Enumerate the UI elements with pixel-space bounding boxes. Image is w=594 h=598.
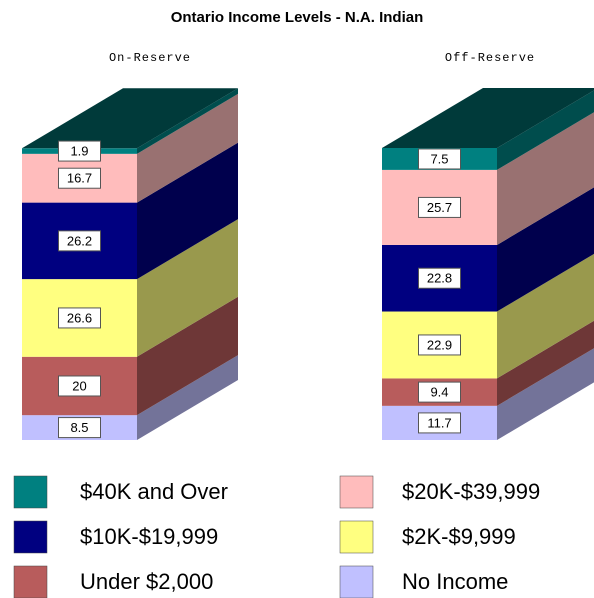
value-label-box [58,167,101,189]
value-label-box [58,230,101,252]
value-label-box [418,381,461,403]
bar-top [382,88,594,148]
bar-side [137,219,238,357]
bar-side [137,88,238,154]
legend-label: Under $2,000 [80,569,213,594]
bar-side [497,348,594,440]
bar-side [497,320,594,406]
value-label-box [58,375,101,397]
legend-label: $2K-$9,999 [402,524,516,549]
value-label-box [58,307,101,329]
legend-label: No Income [402,569,508,594]
value-label-box [418,196,461,218]
legend-swatch [13,520,48,554]
category-label: Off-Reserve [445,51,535,65]
value-label-box [418,267,461,289]
value-label: 7.5 [430,151,448,166]
legend-swatch [13,475,48,509]
legend-label: $10K-$19,999 [80,524,218,549]
value-label: 22.8 [427,271,452,286]
legend-label: $40K and Over [80,479,228,504]
legend-swatch [339,475,374,509]
value-label: 11.7 [427,415,451,430]
bar-side [137,355,238,440]
value-label: 26.6 [67,310,92,325]
legend-swatch [339,520,374,554]
bar-side [497,187,594,312]
bar-side [137,93,238,203]
value-label: 26.2 [67,233,92,248]
value-label: 16.7 [67,171,92,186]
legend-swatch [13,565,48,598]
value-label-box [58,140,101,162]
bar-side [497,90,594,170]
bar-side [497,253,594,379]
value-label-box [418,148,461,170]
bar-side [137,142,238,280]
value-label: 8.5 [70,420,88,435]
bar-side [137,296,238,416]
legend-swatch [339,565,374,598]
value-label: 20 [72,378,86,393]
value-label: 22.9 [427,337,452,352]
value-label: 25.7 [427,200,452,215]
value-label: 9.4 [430,385,448,400]
value-label-box [418,412,461,434]
category-label: On-Reserve [109,51,191,65]
value-label: 1.9 [70,144,88,159]
value-label-box [58,417,101,439]
legend-label: $20K-$39,999 [402,479,540,504]
chart-title: Ontario Income Levels - N.A. Indian [171,9,424,26]
value-label-box [418,334,461,356]
bar-top [22,88,238,149]
bar-side [497,112,594,245]
